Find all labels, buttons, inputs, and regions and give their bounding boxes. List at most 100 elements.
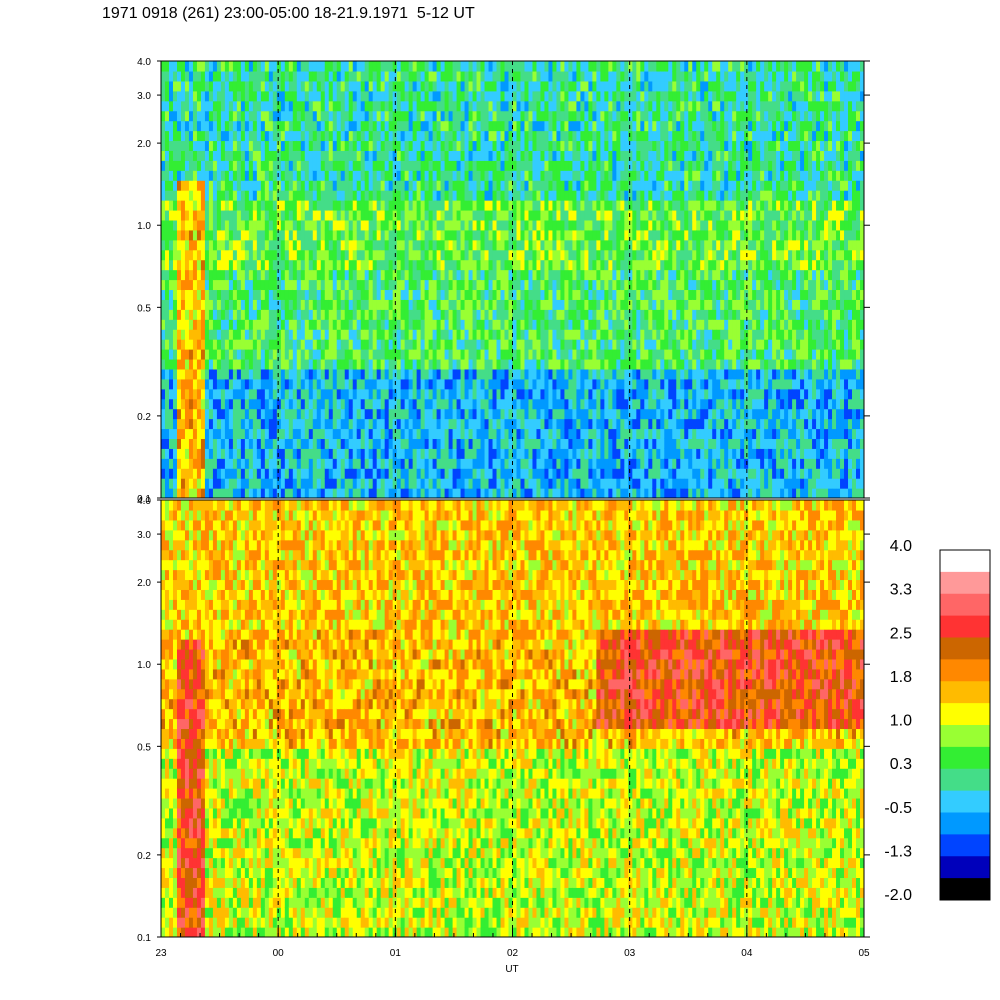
heatmap-cell [320, 418, 326, 430]
heatmap-cell [400, 398, 406, 410]
heatmap-cell [484, 438, 490, 449]
heatmap-cell [360, 279, 366, 291]
heatmap-cell [204, 339, 210, 350]
heatmap-cell [268, 100, 274, 112]
heatmap-cell [232, 180, 238, 191]
heatmap-cell [168, 368, 174, 380]
heatmap-cell [176, 398, 182, 410]
heatmap-cell [288, 269, 294, 281]
heatmap-cell [324, 100, 330, 112]
heatmap-cell [588, 468, 593, 479]
heatmap-cell [468, 120, 474, 132]
heatmap-cell [272, 70, 278, 82]
heatmap-cell [328, 90, 334, 102]
heatmap-cell [600, 110, 605, 122]
heatmap-cell [272, 120, 278, 132]
heatmap-cell [468, 130, 474, 142]
heatmap-cell [484, 349, 490, 360]
heatmap-cell [496, 110, 502, 122]
heatmap-cell [256, 61, 262, 72]
heatmap-cell [488, 299, 494, 310]
heatmap-cell [488, 388, 494, 400]
heatmap-cell [436, 478, 442, 489]
heatmap-cell [212, 279, 218, 291]
heatmap-cell [372, 130, 378, 142]
heatmap-cell [304, 140, 310, 151]
heatmap-cell [352, 140, 358, 151]
heatmap-cell [244, 368, 250, 380]
heatmap-cell [596, 209, 601, 221]
heatmap-cell [540, 339, 546, 350]
heatmap-cell [244, 478, 250, 489]
heatmap-cell [316, 428, 322, 440]
heatmap-cell [524, 180, 530, 191]
heatmap-cell [596, 488, 601, 498]
heatmap-cell [316, 309, 322, 320]
heatmap-cell [512, 209, 518, 221]
heatmap-cell [552, 219, 558, 231]
heatmap-cell [232, 140, 238, 151]
heatmap-cell [436, 339, 442, 350]
heatmap-cell [352, 90, 358, 102]
heatmap-cell [612, 398, 617, 410]
heatmap-cell [320, 448, 326, 459]
heatmap-cell [512, 259, 518, 271]
heatmap-cell [468, 349, 474, 360]
heatmap-cell [448, 229, 454, 241]
heatmap-cell [492, 150, 498, 161]
heatmap-cell [412, 100, 418, 112]
heatmap-cell [248, 219, 254, 231]
heatmap-cell [272, 368, 278, 380]
heatmap-cell [404, 458, 410, 469]
heatmap-cell [164, 428, 170, 440]
heatmap-cell [308, 200, 314, 211]
heatmap-cell [460, 160, 466, 171]
heatmap-cell [300, 378, 306, 390]
heatmap-cell [412, 339, 418, 350]
heatmap-cell [288, 190, 294, 201]
heatmap-cell [600, 349, 605, 360]
heatmap-cell [276, 209, 282, 221]
heatmap-cell [368, 448, 374, 459]
heatmap-cell [380, 190, 386, 201]
heatmap-cell [512, 61, 518, 72]
heatmap-cell [192, 249, 198, 261]
heatmap-cell [464, 140, 470, 151]
heatmap-cell [532, 368, 538, 380]
heatmap-cell [168, 100, 174, 112]
heatmap-cell [292, 150, 298, 161]
heatmap-cell [240, 130, 246, 142]
heatmap-cell [544, 249, 550, 261]
heatmap-cell [428, 458, 434, 469]
heatmap-cell [200, 140, 206, 151]
heatmap-cell [272, 438, 278, 449]
heatmap-cell [172, 478, 178, 489]
heatmap-cell [192, 269, 198, 281]
heatmap-cell [188, 170, 194, 181]
heatmap-cell [536, 368, 542, 380]
heatmap-cell [500, 130, 506, 142]
heatmap-cell [228, 358, 234, 370]
heatmap-cell [208, 130, 214, 142]
heatmap-cell [596, 408, 601, 420]
heatmap-cell [196, 269, 202, 281]
heatmap-cell [288, 438, 294, 449]
heatmap-cell [536, 329, 542, 340]
heatmap-cell [380, 299, 386, 310]
heatmap-cell [584, 80, 589, 92]
heatmap-cell [320, 90, 326, 102]
heatmap-cell [488, 349, 494, 360]
heatmap-cell [368, 190, 374, 201]
heatmap-cell [500, 398, 506, 410]
heatmap-cell [516, 120, 522, 132]
heatmap-cell [220, 229, 226, 241]
heatmap-cell [512, 279, 518, 291]
heatmap-cell [308, 61, 314, 72]
heatmap-cell [608, 458, 613, 469]
heatmap-cell [480, 180, 486, 191]
heatmap-cell [572, 140, 577, 151]
heatmap-cell [424, 140, 430, 151]
heatmap-cell [284, 140, 290, 151]
heatmap-cell [384, 160, 390, 171]
heatmap-cell [396, 249, 402, 261]
